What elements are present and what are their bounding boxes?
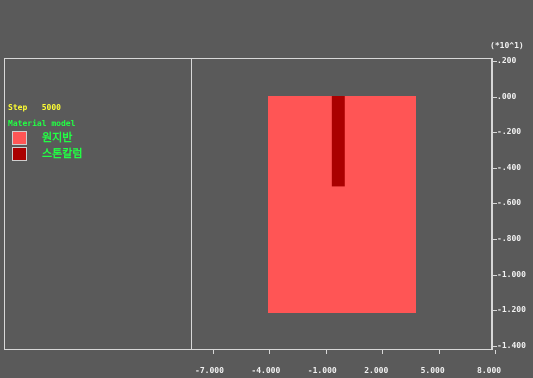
x-tick-label: -1.000 bbox=[307, 366, 337, 375]
x-tick-mark bbox=[269, 350, 271, 354]
y-tick-label: -.600 bbox=[497, 198, 522, 208]
y-tick-mark bbox=[492, 345, 497, 347]
x-tick-mark bbox=[495, 350, 496, 354]
x-tick-label: -7.000 bbox=[195, 366, 224, 375]
panel-divider bbox=[191, 58, 192, 350]
axis-scale-label: (*10^1) bbox=[490, 41, 524, 50]
legend-label-stone-column: 스톤칼럼 bbox=[42, 147, 83, 160]
x-tick-mark bbox=[213, 350, 214, 354]
y-tick-label: -1.000 bbox=[497, 269, 526, 279]
step-label: Step 5000 bbox=[8, 103, 61, 112]
x-tick-label: 2.000 bbox=[364, 366, 389, 375]
material-model-title: Material model bbox=[8, 119, 76, 128]
y-tick-label: .200 bbox=[497, 56, 517, 65]
x-axis-line bbox=[4, 349, 492, 350]
y-tick-label: .000 bbox=[497, 91, 517, 101]
y-tick-label: -1.400 bbox=[497, 340, 526, 350]
y-tick-mark bbox=[492, 167, 497, 169]
x-tick-mark bbox=[438, 350, 440, 354]
y-tick-mark bbox=[492, 96, 497, 98]
x-tick-mark bbox=[325, 350, 327, 354]
y-tick-mark bbox=[492, 310, 497, 312]
x-tick-label: 5.000 bbox=[420, 366, 445, 375]
y-tick-mark bbox=[492, 61, 497, 62]
legend-swatch-stone-column bbox=[12, 147, 27, 161]
y-tick-label: -.800 bbox=[497, 234, 522, 243]
y-tick-mark bbox=[492, 239, 497, 240]
x-tick-label: 8.000 bbox=[477, 366, 502, 375]
x-tick-mark bbox=[382, 350, 384, 354]
y-tick-mark bbox=[492, 132, 497, 134]
top-band bbox=[0, 0, 533, 58]
y-tick-label: -.400 bbox=[497, 162, 522, 172]
y-tick-label: -1.200 bbox=[497, 305, 526, 315]
y-tick-mark bbox=[492, 274, 497, 276]
x-tick-label: -4.000 bbox=[251, 366, 281, 375]
y-tick-label: -.200 bbox=[497, 127, 522, 137]
legend-swatch-ground bbox=[12, 131, 27, 145]
y-tick-mark bbox=[492, 203, 497, 205]
stone-column-region bbox=[331, 96, 345, 187]
legend-label-ground: 원지반 bbox=[42, 131, 73, 144]
